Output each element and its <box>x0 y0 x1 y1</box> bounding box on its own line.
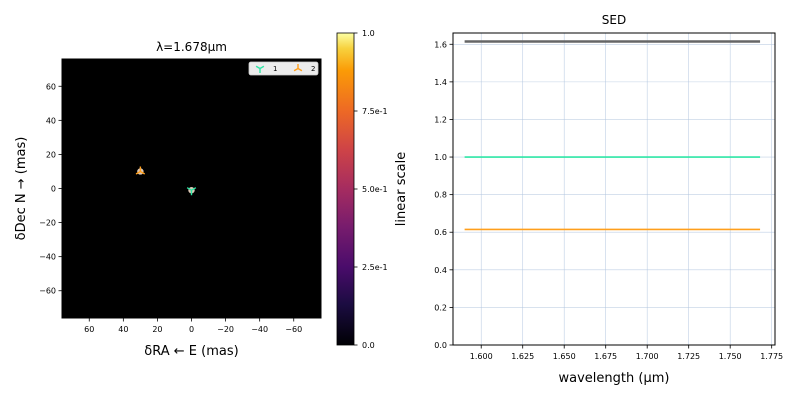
image-x-tick-label: −40 <box>251 325 268 334</box>
sed-y-axis-label: linear scale <box>394 152 409 226</box>
sed-y-tick-label: 0.2 <box>434 303 447 312</box>
image-x-tick-label: −60 <box>285 325 302 334</box>
sed-x-tick-label: 1.750 <box>719 352 742 361</box>
sed-y-tick-label: 1.6 <box>434 40 447 49</box>
sed-x-axis-label: wavelength (μm) <box>559 371 670 386</box>
image-x-tick-label: 20 <box>152 325 162 334</box>
colorbar-tick-label: 0.0 <box>362 341 375 350</box>
legend-label-1: 1 <box>273 65 277 73</box>
legend-marker-2 <box>293 64 303 72</box>
image-x-tick-label: 60 <box>84 325 94 334</box>
image-x-axis-label: δRA ← E (mas) <box>144 344 238 359</box>
sed-y-tick-label: 1.2 <box>434 115 447 124</box>
legend-box <box>248 61 319 76</box>
image-panel: 60 40 20 0 −20 −40 −60 60 40 20 0 −20 −40 −60 λ=1.67… <box>14 40 322 359</box>
sed-y-tick-label: 0.8 <box>434 191 447 200</box>
image-title: λ=1.678μm <box>156 40 227 54</box>
image-y-tick-label: 40 <box>46 116 56 125</box>
sed-y-tick-label: 1.4 <box>434 78 447 87</box>
image-x-tick-label: 40 <box>118 325 128 334</box>
colorbar: 0.0 2.5e-1 5.0e-1 7.5e-1 1.0 <box>336 29 388 350</box>
sed-x-tick-label: 1.600 <box>470 352 493 361</box>
image-y-tick-label: 20 <box>46 150 56 159</box>
colorbar-tick-label: 7.5e-1 <box>362 107 388 116</box>
sed-x-tick-label: 1.700 <box>636 352 659 361</box>
source-symbol <box>186 187 197 196</box>
sed-y-tick-label: 1.0 <box>434 153 447 162</box>
sed-y-tick-label: 0.4 <box>434 266 447 275</box>
sed-frame <box>452 32 776 346</box>
sed-background <box>453 33 775 345</box>
sed-x-tick-label: 1.775 <box>760 352 783 361</box>
sed-panel: 1.600 1.625 1.650 1.675 1.700 1.725 1.750 1.775… <box>394 13 783 386</box>
sed-title: SED <box>602 13 626 27</box>
image-y-tick-label: −20 <box>39 219 56 228</box>
image-x-tick-label: 0 <box>189 325 194 334</box>
image-y-tick-label: 60 <box>46 82 56 91</box>
colorbar-tick-label: 2.5e-1 <box>362 263 388 272</box>
sed-y-tick-label: 0.6 <box>434 228 447 237</box>
source-symbol <box>135 166 146 175</box>
legend-marker-1 <box>255 65 265 73</box>
source-2-marker <box>135 166 146 175</box>
image-y-tick-label: −60 <box>39 287 56 296</box>
image-y-axis-label: δDec N → (mas) <box>14 137 29 241</box>
sed-x-tick-label: 1.625 <box>511 352 534 361</box>
sed-x-tick-label: 1.650 <box>553 352 576 361</box>
sed-x-tick-label: 1.675 <box>594 352 617 361</box>
image-y-tick-label: −40 <box>39 253 56 262</box>
image-y-tick-label: 0 <box>51 185 56 194</box>
sed-y-tick-label: 0.0 <box>434 341 447 350</box>
source-1-marker <box>186 187 197 196</box>
colorbar-tick-label: 1.0 <box>362 29 375 38</box>
colorbar-tick-label: 5.0e-1 <box>362 185 388 194</box>
sed-x-tick-label: 1.725 <box>677 352 700 361</box>
image-x-tick-label: −20 <box>217 325 234 334</box>
colorbar-gradient <box>336 32 355 346</box>
legend-label-2: 2 <box>311 65 315 73</box>
